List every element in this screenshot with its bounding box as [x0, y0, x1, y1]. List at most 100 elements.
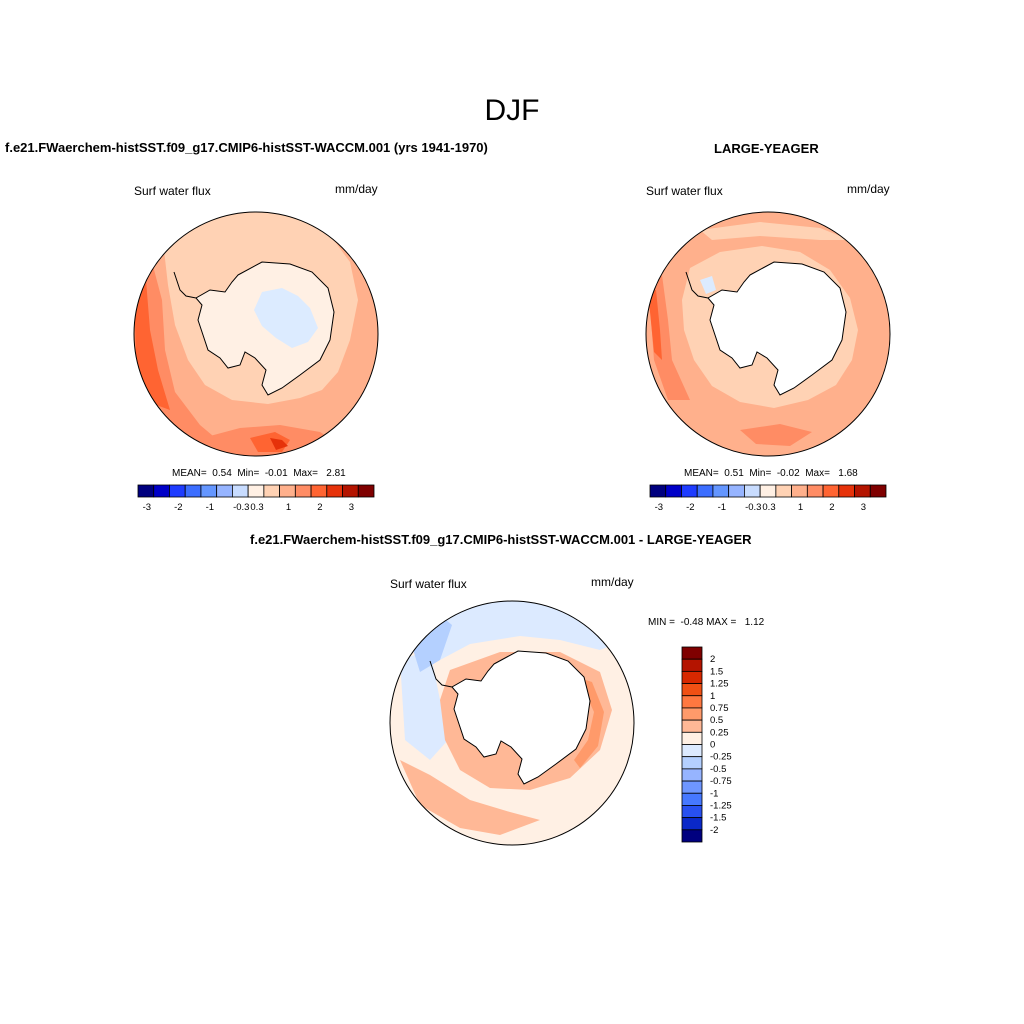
colorbar-tick-label: 1.25 [710, 679, 729, 690]
interior-negative-1 [254, 288, 318, 348]
colorbar-swatch [681, 817, 703, 831]
colorbar-tick-label: -3 [655, 502, 663, 513]
colorbar-swatch [681, 756, 703, 770]
panel-2-variable-label: Surf water flux [646, 184, 723, 198]
panel-3-units-label: mm/day [591, 575, 634, 589]
panel-1-colorbar: -3 -2 -1 -0.3 0.3 1 2 3 [137, 484, 375, 513]
colorbar-swatch [681, 707, 703, 721]
colorbar-tick-label: 0 [710, 740, 715, 751]
min-label: Min= [237, 468, 260, 479]
contour-strong-south [740, 424, 812, 446]
colorbar-swatch [681, 805, 703, 819]
colorbar-swatch [681, 646, 703, 660]
colorbar-swatch [326, 484, 343, 498]
colorbar-swatch [681, 484, 698, 498]
colorbar-swatch [247, 484, 265, 498]
colorbar-tick-label: 3 [349, 502, 354, 513]
colorbar-swatch [153, 484, 170, 498]
colorbar-swatch [806, 484, 824, 498]
colorbar-swatch [200, 484, 218, 498]
colorbar-swatch [791, 484, 808, 498]
map-border [133, 211, 379, 457]
colorbar-tick-label: 2 [829, 502, 834, 513]
colorbar-swatch [184, 484, 202, 498]
panel-1-stats: MEAN= 0.54 Min= -0.01 Max= 2.81 [172, 468, 346, 479]
colorbar-swatch [775, 484, 792, 498]
max-value: 1.12 [744, 617, 765, 628]
colorbar-tick-label: -1.25 [710, 800, 732, 811]
colorbar-swatch [342, 484, 359, 498]
contour-stronger-ring [560, 672, 604, 768]
colorbar-swatch [357, 484, 375, 498]
antarctic-peninsula-2 [685, 271, 709, 299]
colorbar-swatch [310, 484, 328, 498]
colorbar-swatch [681, 658, 703, 672]
map-border [389, 600, 635, 846]
panel-3-title: f.e21.FWaerchem-histSST.f09_g17.CMIP6-hi… [250, 532, 752, 547]
max-value: 1.68 [838, 468, 858, 479]
panel-1-title: f.e21.FWaerchem-histSST.f09_g17.CMIP6-hi… [5, 140, 488, 155]
panel-3-map [389, 600, 635, 846]
colorbar-swatch [169, 484, 186, 498]
colorbar-swatch [681, 829, 703, 843]
panel-2-stats: MEAN= 0.51 Min= -0.02 Max= 1.68 [684, 468, 858, 479]
panel-2-title: LARGE-YEAGER [714, 141, 819, 156]
figure-title: DJF [484, 94, 540, 127]
colorbar-swatch [681, 731, 703, 745]
mean-label: MEAN= [684, 468, 719, 479]
panel-1-units-label: mm/day [335, 182, 378, 196]
colorbar-swatch [231, 484, 249, 498]
antarctic-peninsula-3 [429, 660, 453, 688]
colorbar-tick-label: 1 [286, 502, 291, 513]
colorbar-swatch [294, 484, 312, 498]
min-value: -0.01 [264, 468, 288, 479]
panel-2-colorbar: -3 -2 -1 -0.3 0.3 1 2 3 [649, 484, 887, 513]
colorbar-tick-label: -0.75 [710, 776, 732, 787]
max-label: Max= [805, 468, 830, 479]
colorbar-tick-label: 0.25 [710, 727, 729, 738]
colorbar-swatch [681, 744, 703, 758]
mean-value: 0.54 [212, 468, 232, 479]
colorbar-tick-label: 0.3 [762, 502, 775, 513]
colorbar-tick-label: 0.3 [250, 502, 263, 513]
contour-strong-west [648, 275, 690, 400]
panel-2-units-label: mm/day [847, 182, 890, 196]
colorbar-tick-label: -3 [143, 502, 151, 513]
panel-3-variable-label: Surf water flux [390, 577, 467, 591]
contour-strongest-west [648, 290, 662, 360]
colorbar-swatch [744, 484, 761, 498]
panel-2-map [645, 211, 891, 457]
colorbar-swatch [838, 484, 855, 498]
colorbar-swatch [696, 484, 714, 498]
colorbar-tick-label: 0.75 [710, 703, 729, 714]
contour-negative-west [400, 650, 448, 760]
colorbar-swatch [681, 780, 703, 794]
colorbar-tick-label: -2 [686, 502, 694, 513]
colorbar-tick-label: -0.25 [710, 752, 732, 763]
coastal-negative-2 [700, 276, 716, 294]
antarctica-2 [707, 261, 847, 396]
contour-light-north [700, 222, 850, 240]
contour-darkest-south [270, 438, 288, 450]
colorbar-tick-label: -0.5 [710, 764, 726, 775]
colorbar-tick-label: 1 [798, 502, 803, 513]
colorbar-tick-label: -2 [710, 825, 718, 836]
colorbar-tick-label: -1 [710, 788, 718, 799]
colorbar-tick-label: -2 [174, 502, 182, 513]
mean-value: 0.51 [724, 468, 744, 479]
colorbar-swatch [681, 695, 703, 709]
colorbar-swatch [759, 484, 777, 498]
colorbar-tick-label: 0.5 [710, 715, 723, 726]
panel-3-stats: MIN = -0.48 MAX = 1.12 [648, 617, 764, 628]
contour-more-negative [410, 615, 452, 672]
colorbar-tick-label: -0.3 [745, 502, 761, 513]
colorbar-tick-label: 3 [861, 502, 866, 513]
colorbar-swatch [728, 484, 745, 498]
colorbar-swatch [137, 484, 155, 498]
antarctic-peninsula-1 [173, 271, 197, 299]
colorbar-swatch [279, 484, 296, 498]
max-value: 2.81 [326, 468, 346, 479]
contour-positive-south [400, 760, 540, 835]
min-value: -0.48 [680, 617, 704, 628]
